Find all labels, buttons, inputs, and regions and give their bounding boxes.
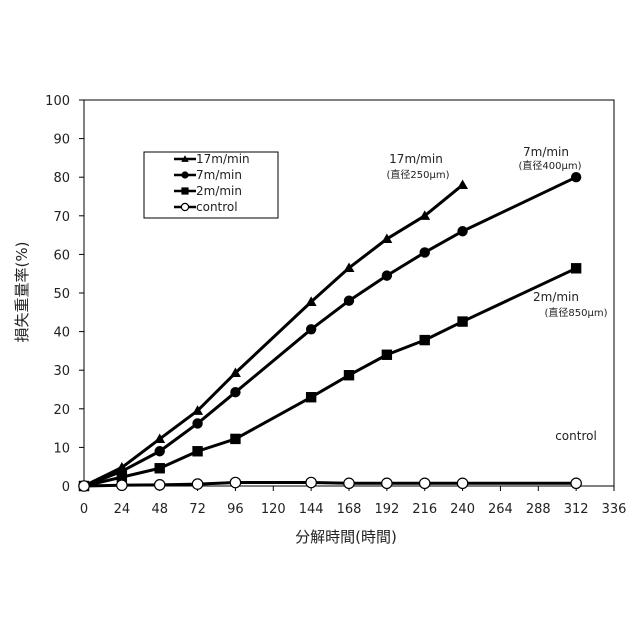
x-tick-label: 144 — [299, 502, 324, 517]
x-tick-label: 264 — [488, 502, 513, 517]
data-point — [344, 478, 354, 488]
y-tick-label: 60 — [53, 248, 70, 263]
x-tick-label: 48 — [151, 502, 168, 517]
annotations: 17m/min (直径250μm) 7m/min(直径400μm) 2m/min (直径… — [387, 145, 608, 443]
data-point — [192, 479, 202, 489]
y-axis-title: 損失重量率(%) — [13, 242, 31, 343]
data-point — [155, 480, 165, 490]
data-point — [457, 226, 467, 236]
data-point — [155, 463, 165, 473]
annotation-ann-17: 17m/min (直径250μm) — [387, 152, 450, 181]
x-tick-label: 24 — [114, 502, 131, 517]
y-tick-label: 40 — [53, 326, 70, 341]
x-axis-ticks: 0 24 48 72 96 120 144 168 192 216 240 264 288 312 336 — [80, 486, 627, 517]
data-point — [155, 446, 165, 456]
data-point — [192, 418, 202, 428]
data-point — [230, 387, 240, 397]
series-line — [84, 185, 463, 486]
data-point — [192, 446, 202, 456]
data-point — [457, 316, 467, 326]
data-point — [306, 324, 316, 334]
legend-marker — [181, 171, 188, 178]
legend-marker — [181, 187, 188, 194]
y-tick-label: 50 — [53, 287, 70, 302]
x-tick-label: 96 — [227, 502, 244, 517]
data-point — [382, 350, 392, 360]
data-point — [420, 478, 430, 488]
legend-label: 7m/min — [196, 168, 242, 182]
y-tick-label: 0 — [62, 480, 70, 495]
x-tick-label: 72 — [189, 502, 206, 517]
data-point — [420, 247, 430, 257]
data-point — [117, 480, 127, 490]
x-tick-label: 168 — [337, 502, 362, 517]
data-point — [230, 434, 240, 444]
x-tick-label: 336 — [602, 502, 627, 517]
legend-label: 17m/min — [196, 152, 250, 166]
data-point — [344, 296, 354, 306]
series-2m-min — [79, 263, 582, 491]
data-point — [344, 370, 354, 380]
annotation-ann-7: 7m/min(直径400μm) — [519, 145, 582, 172]
data-point — [79, 481, 89, 491]
y-tick-label: 90 — [53, 133, 70, 148]
data-point — [230, 477, 240, 487]
x-tick-label: 216 — [412, 502, 437, 517]
data-point — [571, 263, 581, 273]
series-control — [79, 477, 582, 491]
legend-label: 2m/min — [196, 184, 242, 198]
x-tick-label: 120 — [261, 502, 286, 517]
data-point — [420, 335, 430, 345]
series-17m-min — [79, 179, 468, 490]
x-axis-title: 分解時間(時間) — [295, 528, 397, 546]
y-tick-label: 30 — [53, 364, 70, 379]
y-tick-label: 20 — [53, 403, 70, 418]
data-point — [457, 478, 467, 488]
data-point — [382, 478, 392, 488]
annotation-label: 17m/min — [389, 152, 443, 166]
y-tick-label: 80 — [53, 171, 70, 186]
annotation-sublabel: (直径250μm) — [387, 168, 450, 181]
annotation-label: 7m/min — [523, 145, 569, 159]
annotation-label: control — [555, 429, 597, 443]
legend: 17m/min 7m/min 2m/min control — [144, 152, 278, 218]
annotation-label: 2m/min — [533, 290, 579, 304]
data-point — [457, 179, 468, 189]
annotation-sublabel: (直径850μm) — [545, 306, 608, 319]
data-point — [571, 172, 581, 182]
annotation-sublabel: (直径400μm) — [519, 159, 582, 172]
y-tick-label: 70 — [53, 210, 70, 225]
data-point — [382, 270, 392, 280]
x-tick-label: 312 — [564, 502, 589, 517]
y-tick-label: 10 — [53, 441, 70, 456]
x-tick-label: 192 — [374, 502, 399, 517]
series-layer — [79, 172, 582, 491]
annotation-ann-2: 2m/min (直径850μm) — [533, 290, 608, 319]
x-tick-label: 288 — [526, 502, 551, 517]
data-point — [306, 392, 316, 402]
y-tick-label: 100 — [45, 94, 70, 109]
data-point — [571, 478, 581, 488]
x-tick-label: 0 — [80, 502, 88, 517]
legend-marker — [181, 203, 188, 210]
legend-label: control — [196, 200, 238, 214]
data-point — [306, 477, 316, 487]
y-axis-ticks: 0 10 20 30 40 50 60 70 80 90 100 — [45, 94, 84, 495]
annotation-ann-control: control — [555, 429, 597, 443]
x-tick-label: 240 — [450, 502, 475, 517]
